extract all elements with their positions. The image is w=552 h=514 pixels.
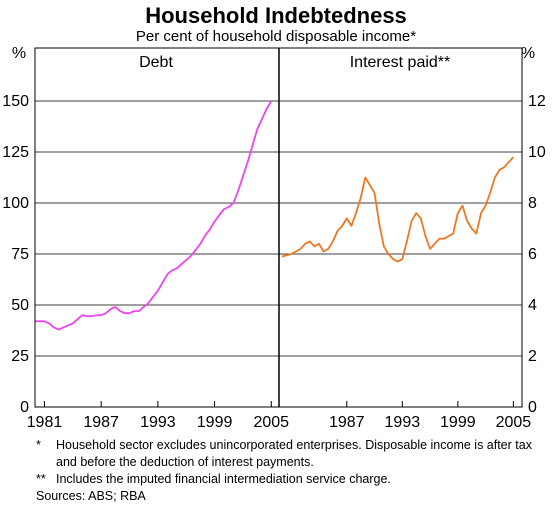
right-tick-label-0: 0	[528, 399, 537, 416]
right-tick-label-1: 2	[528, 348, 537, 365]
plot-frame	[34, 47, 523, 408]
debt-xtick-label-1: 1987	[83, 414, 119, 431]
left-tick-label-2: 50	[11, 297, 29, 314]
left-tick-label-3: 75	[11, 246, 29, 263]
interest-xtick-label-1: 1993	[385, 414, 421, 431]
chart-subtitle: Per cent of household disposable income*	[136, 28, 416, 45]
note-2-mark: **	[36, 472, 46, 486]
left-tick-label-5: 125	[2, 144, 29, 161]
chart-notes: * Household sector excludes unincorporat…	[36, 437, 536, 505]
left-tick-label-1: 25	[11, 348, 29, 365]
series-lines	[35, 100, 515, 331]
chart-title: Household Indebtedness	[145, 3, 407, 28]
left-tick-label-0: 0	[20, 399, 29, 416]
left-tick-label-4: 100	[2, 195, 29, 212]
left-axis-unit: %	[12, 45, 26, 62]
interest-xtick-label-2: 1999	[440, 414, 476, 431]
tick-labels: 0 25 50 75 100 125 150 0 2 4 6 8 10 12 1981 1987 1993 199…	[2, 93, 546, 431]
interest-paid-line	[281, 156, 515, 263]
debt-line	[35, 100, 273, 331]
interest-xtick-label-3: 2005	[496, 414, 532, 431]
interest-panel-title: Interest paid**	[350, 54, 451, 71]
sources: Sources: ABS; RBA	[36, 489, 146, 503]
note-1-text: Household sector excludes unincorporated…	[56, 438, 532, 469]
right-tick-label-5: 10	[528, 144, 546, 161]
note-1-mark: *	[36, 438, 41, 452]
right-tick-label-2: 4	[528, 297, 537, 314]
debt-xtick-label-2: 1993	[140, 414, 176, 431]
right-tick-label-6: 12	[528, 93, 546, 110]
right-tick-label-4: 8	[528, 195, 537, 212]
left-tick-label-6: 150	[2, 93, 29, 110]
interest-xtick-label-0: 1987	[329, 414, 365, 431]
note-1: * Household sector excludes unincorporat…	[36, 437, 536, 471]
note-2: ** Includes the imputed financial interm…	[36, 471, 536, 488]
debt-panel-title: Debt	[139, 54, 173, 71]
right-axis-unit: %	[521, 45, 535, 62]
debt-xtick-label-4: 2005	[253, 414, 289, 431]
debt-xtick-label-3: 1999	[197, 414, 233, 431]
right-tick-label-3: 6	[528, 246, 537, 263]
note-2-text: Includes the imputed financial intermedi…	[56, 472, 391, 486]
debt-xtick-label-0: 1981	[27, 414, 63, 431]
